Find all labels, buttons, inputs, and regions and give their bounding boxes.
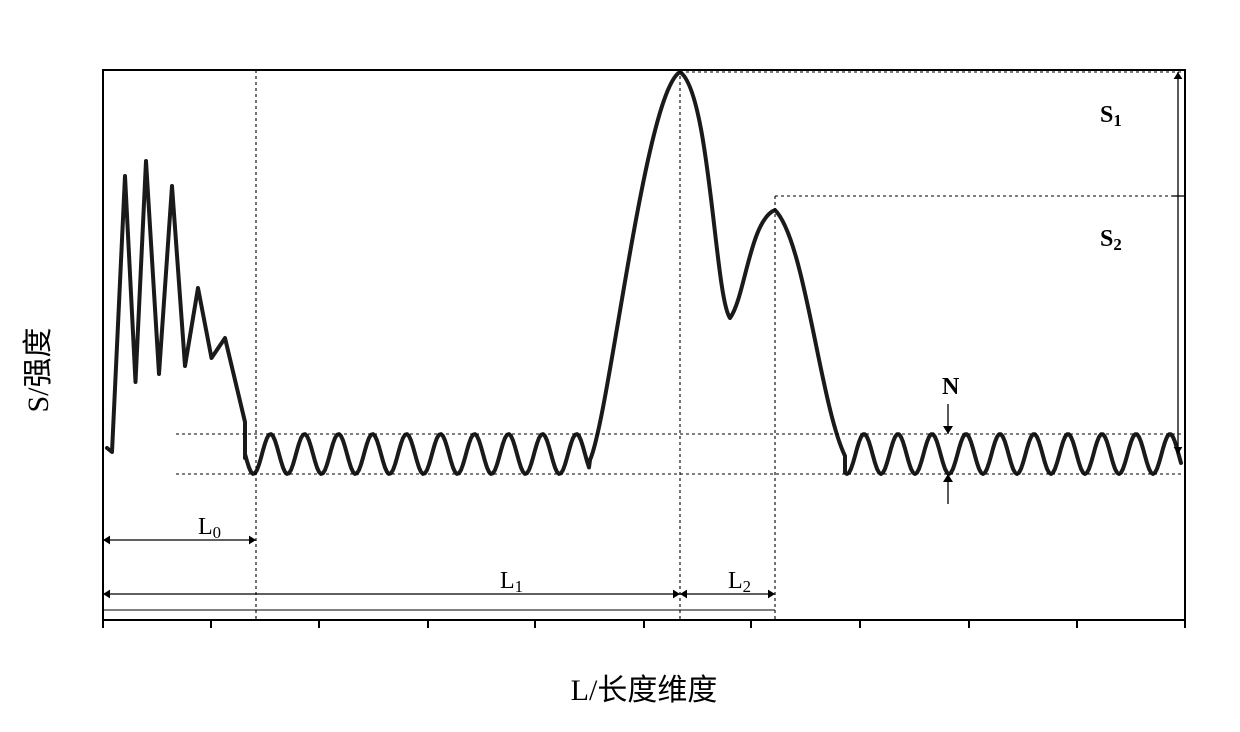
dim-label: L1 <box>500 568 523 596</box>
label-S1: S1 <box>1100 102 1122 130</box>
dim-label: L2 <box>728 568 751 596</box>
label-N: N <box>942 374 960 400</box>
y-axis-label: S/强度 <box>22 327 55 412</box>
x-axis-label: L/长度维度 <box>571 674 718 707</box>
dim-label: L0 <box>198 514 221 542</box>
signal-chart: L0 L1 L2 S1 S2 N S/强度 L/长度维度 <box>0 0 1240 732</box>
signal-trace <box>107 72 1181 474</box>
plot-border <box>103 70 1185 620</box>
label-S2: S2 <box>1100 226 1122 254</box>
